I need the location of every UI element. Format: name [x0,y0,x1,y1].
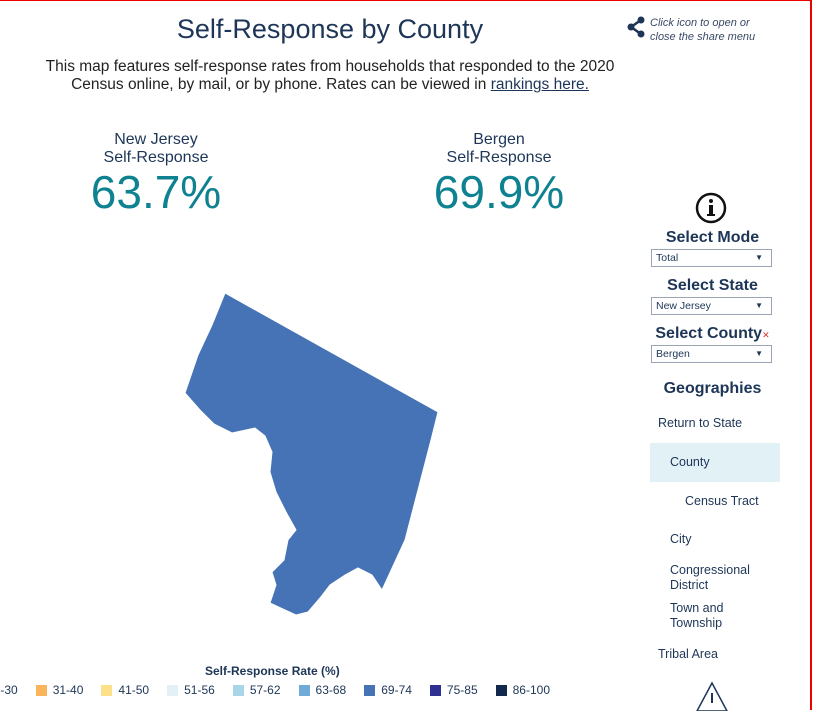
legend-label: 86-100 [512,683,550,697]
stat-value: 69.9% [433,166,565,218]
legend: 26-30 31-40 41-50 51-56 57-62 63-68 69-74 75-85… [0,683,568,697]
legend-item[interactable]: 57-62 [232,683,281,697]
share-hint: Click icon to open or close the share me… [650,17,756,43]
legend-label: 41-50 [118,683,150,697]
legend-item[interactable]: 26-30 [0,683,18,697]
legend-swatch [232,684,244,696]
legend-item[interactable]: 86-100 [495,683,550,697]
legend-swatch [495,684,507,696]
clear-filter-icon[interactable]: ✕ [762,330,770,340]
county-stat: Bergen Self-Response 69.9% [389,131,609,217]
county-label: Select County✕ [650,325,775,343]
share-icon[interactable] [626,16,646,38]
geo-congressional-district[interactable]: Congressional District [670,563,750,592]
mode-select[interactable]: Total ▼ [651,249,772,267]
legend-label: 57-62 [249,683,281,697]
legend-item[interactable]: 31-40 [35,683,84,697]
legend-swatch [101,684,113,696]
state-value: New Jersey [656,300,711,312]
legend-label: 69-74 [381,683,412,697]
mode-value: Total [656,252,679,264]
geo-census-tract[interactable]: Census Tract [685,494,759,508]
legend-item[interactable]: 75-85 [429,683,478,697]
legend-label: 63-68 [315,683,347,697]
legend-item[interactable]: 69-74 [364,683,412,697]
legend-item[interactable]: 51-56 [167,683,215,697]
legend-label: 31-40 [52,683,84,697]
chevron-down-icon: ▼ [755,253,763,262]
state-select[interactable]: New Jersey ▼ [651,297,772,315]
county-bergen[interactable] [184,292,439,616]
legend-item[interactable]: 41-50 [101,683,149,697]
state-label: Select State [667,277,758,294]
warning-icon[interactable] [695,681,729,711]
geo-city[interactable]: City [670,532,692,546]
intro-body: This map features self-response rates fr… [45,58,615,93]
share-menu[interactable]: Click icon to open or close the share me… [626,16,770,44]
info-icon[interactable] [695,192,727,224]
intro-text: This map features self-response rates fr… [20,58,640,94]
stat-value: 63.7% [90,166,222,218]
legend-swatch [364,684,376,696]
geo-tribal-area[interactable]: Tribal Area [658,647,718,661]
chevron-down-icon: ▼ [755,301,763,310]
stat-label: Self-Response [446,149,552,166]
geographies-title: Geographies [663,380,762,397]
legend-label: 26-30 [0,683,18,697]
chevron-down-icon: ▼ [755,349,763,358]
county-select[interactable]: Bergen ▼ [651,345,772,363]
geo-town-township[interactable]: Town and Township [670,601,724,630]
legend-label: 75-85 [446,683,478,697]
state-stat: New Jersey Self-Response 63.7% [46,131,266,217]
geo-county[interactable]: County [650,443,780,482]
legend-swatch [429,684,441,696]
stat-label: New Jersey [114,131,198,148]
county-map[interactable] [0,0,640,660]
legend-item[interactable]: 63-68 [298,683,347,697]
legend-label: 51-56 [184,683,215,697]
legend-swatch [35,684,47,696]
legend-swatch [298,684,310,696]
stat-label: Self-Response [103,149,209,166]
geo-return-to-state[interactable]: Return to State [658,416,743,430]
county-value: Bergen [656,348,690,360]
county-label-text: Select County [655,325,763,342]
mode-label: Select Mode [665,229,760,246]
stat-label: Bergen [473,131,525,148]
rankings-link[interactable]: rankings here. [490,76,589,93]
page-title: Self-Response by County [176,14,484,44]
legend-swatch [167,684,179,696]
legend-title: Self-Response Rate (%) [205,664,340,678]
